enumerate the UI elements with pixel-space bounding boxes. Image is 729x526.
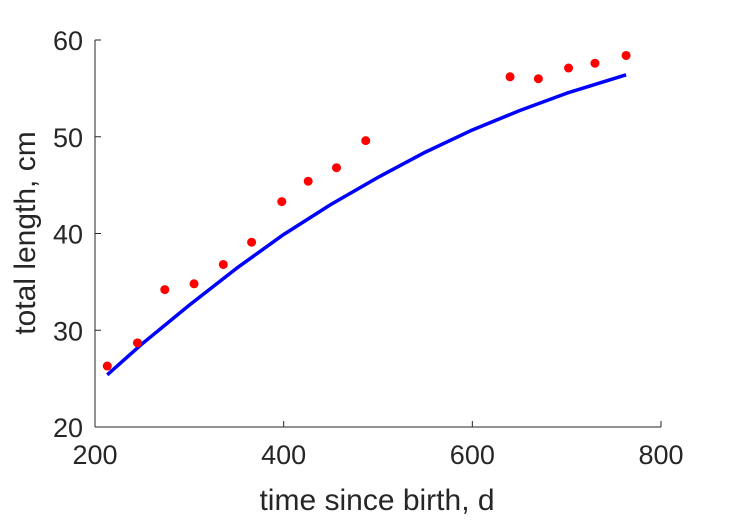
data-point <box>102 361 112 371</box>
data-point <box>303 176 313 186</box>
data-point <box>247 237 257 247</box>
data-point <box>533 74 543 84</box>
y-tick-label: 30 <box>53 316 83 346</box>
data-point <box>160 285 170 295</box>
y-tick-label: 60 <box>53 26 83 56</box>
y-tick-label: 20 <box>53 413 83 443</box>
data-point <box>564 63 574 73</box>
y-tick-label: 40 <box>53 220 83 250</box>
data-point <box>361 136 371 146</box>
x-tick-label: 800 <box>638 440 683 470</box>
data-point <box>590 58 600 68</box>
fit-line-layer <box>106 73 627 377</box>
x-tick-label: 200 <box>72 440 117 470</box>
axes <box>94 40 661 428</box>
x-axis-label: time since birth, d <box>259 484 494 517</box>
ticks: 200 400 600 800 20 30 40 50 60 <box>53 26 684 470</box>
data-point <box>132 338 142 348</box>
x-tick-label: 400 <box>261 440 306 470</box>
x-tick-label: 600 <box>450 440 495 470</box>
data-point <box>189 279 199 289</box>
data-point <box>331 163 341 173</box>
data-point <box>277 197 287 207</box>
data-point <box>621 50 631 60</box>
y-tick-label: 50 <box>53 123 83 153</box>
data-point <box>505 72 515 82</box>
y-axis-label: total length, cm <box>9 131 42 334</box>
data-point <box>218 259 228 269</box>
data-points-layer <box>102 50 631 371</box>
fit-curve <box>106 73 627 377</box>
